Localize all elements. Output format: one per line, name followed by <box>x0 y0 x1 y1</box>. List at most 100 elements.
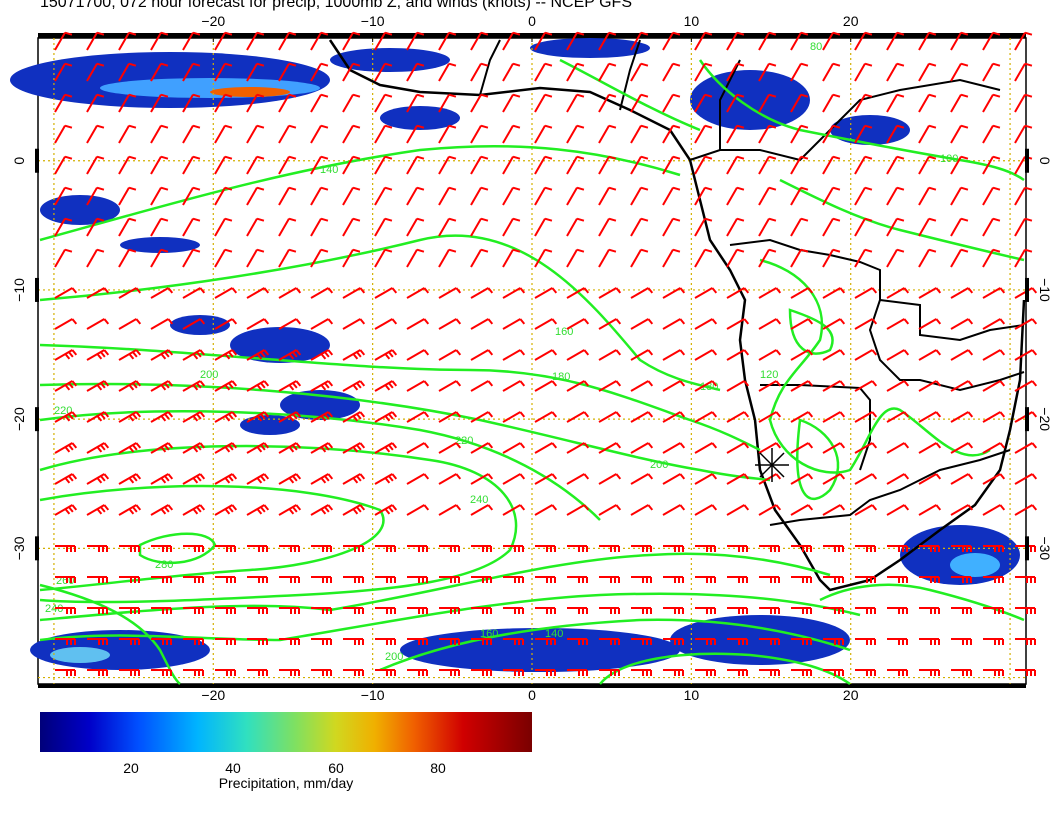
wind-barb-flag <box>928 124 937 129</box>
wind-barb-shaft <box>918 318 937 330</box>
wind-barb-shaft <box>886 380 905 392</box>
wind-barb-shaft <box>470 473 489 485</box>
wind-barb-flag <box>192 155 201 160</box>
wind-barb-flag <box>324 444 330 451</box>
wind-barb-shaft <box>566 442 585 454</box>
wind-barb-flag <box>320 248 329 253</box>
wind-barb-flag <box>800 186 809 191</box>
wind-barb-shaft <box>438 411 457 423</box>
precip-area <box>40 195 120 225</box>
wind-barb-flag <box>800 31 809 36</box>
wind-barb-shaft <box>918 63 930 82</box>
wind-barb-flag <box>672 186 681 191</box>
wind-barb-flag <box>256 248 265 253</box>
wind-barb-flag <box>167 380 174 387</box>
wind-barb-shaft <box>630 287 649 299</box>
wind-barb-flag <box>551 411 558 418</box>
wind-barb-flag <box>128 31 137 36</box>
wind-barb-flag <box>64 186 73 191</box>
wind-barb-shaft <box>534 411 553 423</box>
wind-barb-flag <box>999 411 1006 418</box>
wind-barb-flag <box>359 473 366 480</box>
wind-barb-flag <box>128 415 135 422</box>
wind-barb-flag <box>768 62 777 67</box>
wind-barb-flag <box>164 475 170 482</box>
wind-barb-shaft <box>278 156 290 175</box>
wind-barb-flag <box>263 380 270 387</box>
wind-barb-shaft <box>438 187 450 206</box>
precip-area <box>330 48 450 72</box>
wind-barb-flag <box>1031 473 1038 480</box>
wind-barb-flag <box>96 186 105 191</box>
wind-barb-flag <box>64 217 73 222</box>
contour-label: 200 <box>200 369 218 381</box>
precip-area <box>210 87 290 97</box>
wind-barb-flag <box>487 318 494 325</box>
wind-barb-flag <box>807 349 814 356</box>
wind-barb-flag <box>132 351 138 358</box>
wind-barb-flag <box>167 473 174 480</box>
wind-barb-flag <box>928 155 937 160</box>
wind-barb-flag <box>704 155 713 160</box>
wind-barb-shaft <box>278 94 290 113</box>
wind-barb-shaft <box>726 218 738 237</box>
wind-barb-flag <box>384 508 391 515</box>
precip-area <box>530 38 650 58</box>
wind-barb-flag <box>71 287 78 294</box>
wind-barb-flag <box>135 411 142 418</box>
wind-barb-shaft <box>822 473 841 485</box>
asterisk-marker-icon <box>755 448 789 482</box>
wind-barb-flag <box>288 62 297 67</box>
wind-barb-flag <box>167 349 174 356</box>
wind-barb-flag <box>864 217 873 222</box>
wind-barb-flag <box>224 384 231 391</box>
wind-barb-shaft <box>886 156 898 175</box>
wind-barb-flag <box>487 411 494 418</box>
wind-barb-flag <box>775 349 782 356</box>
wind-barb-shaft <box>1014 380 1033 392</box>
wind-barb-shaft <box>598 249 610 268</box>
wind-barb-flag <box>256 508 263 515</box>
wind-barb-flag <box>295 287 302 294</box>
wind-barb-flag <box>423 380 430 387</box>
wind-barb-shaft <box>598 218 610 237</box>
wind-barb-flag <box>679 504 686 511</box>
wind-barb-flag <box>999 442 1006 449</box>
wind-barb-flag <box>711 473 718 480</box>
wind-barb-flag <box>132 413 138 420</box>
wind-barb-flag <box>199 411 206 418</box>
wind-barb-shaft <box>470 187 482 206</box>
wind-barb-flag <box>672 217 681 222</box>
wind-barb-shaft <box>630 156 642 175</box>
wind-barb-flag <box>775 380 782 387</box>
wind-barb-shaft <box>918 32 930 51</box>
lon-tick-label: 10 <box>684 13 700 29</box>
wind-barb-flag <box>608 31 617 36</box>
wind-barb-shaft <box>790 380 809 392</box>
wind-barb-flag <box>224 217 233 222</box>
wind-barb-shaft <box>1014 125 1026 144</box>
wind-barb-flag <box>160 31 169 36</box>
wind-barb-shaft <box>310 287 329 299</box>
wind-barb-flag <box>768 248 777 253</box>
precip-area <box>830 115 910 145</box>
wind-barb-flag <box>388 444 394 451</box>
wind-barb-flag <box>192 508 199 515</box>
wind-barb-shaft <box>310 249 322 268</box>
wind-barb-flag <box>64 353 71 360</box>
wind-barb-shaft <box>406 125 418 144</box>
wind-barb-flag <box>359 318 366 325</box>
wind-barb-flag <box>359 504 366 511</box>
wind-barb-flag <box>800 62 809 67</box>
wind-barb-shaft <box>662 442 681 454</box>
wind-barb-flag <box>480 62 489 67</box>
wind-barb-shaft <box>854 156 866 175</box>
wind-barb-flag <box>96 477 103 484</box>
wind-barb-shaft <box>950 125 962 144</box>
wind-barb-shaft <box>950 287 969 299</box>
wind-barb-flag <box>352 353 359 360</box>
wind-barb-shaft <box>758 156 770 175</box>
wind-barb-shaft <box>406 218 418 237</box>
wind-barb-flag <box>228 413 234 420</box>
wind-barb-flag <box>68 382 74 389</box>
